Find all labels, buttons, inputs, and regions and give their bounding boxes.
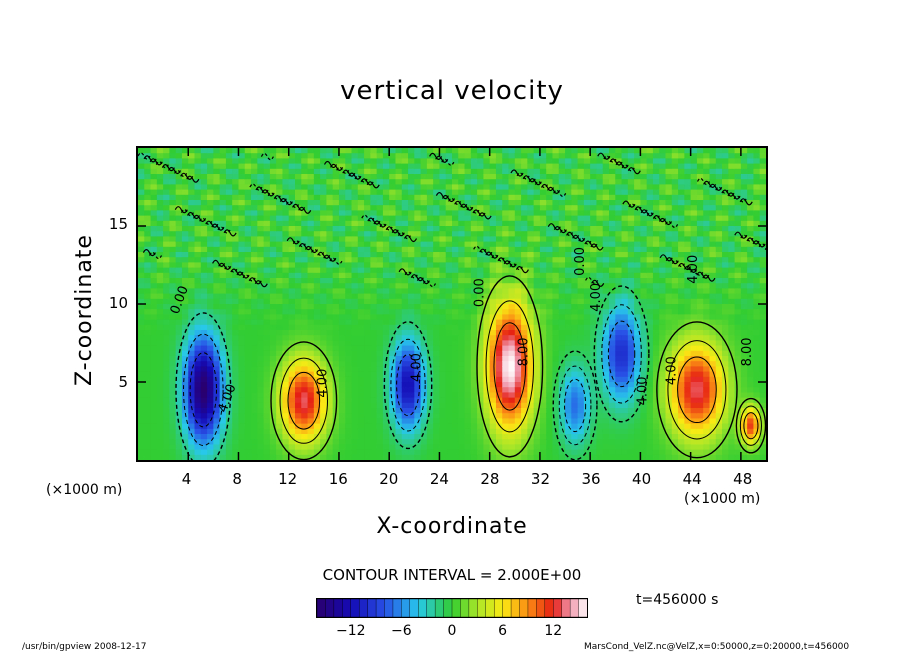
colorbar-tick-label: −12	[335, 623, 366, 639]
colorbar-tick-label: 12	[544, 623, 563, 639]
colorbar-swatch	[578, 599, 587, 617]
contour-line	[656, 321, 738, 459]
x-unit-label-right: (×1000 m)	[684, 491, 761, 507]
time-label: t=456000 s	[636, 592, 719, 608]
colorbar-swatch	[536, 599, 546, 617]
colorbar-swatch	[358, 599, 369, 617]
x-tick-label: 8	[232, 470, 242, 488]
x-tick-label: 12	[278, 470, 298, 488]
contour-line	[493, 322, 527, 411]
footer-command: /usr/bin/gpview 2008-12-17	[22, 642, 147, 652]
x-tick-label: 16	[328, 470, 348, 488]
contour-label: 4.00	[315, 369, 330, 398]
contour-line	[270, 341, 338, 460]
contour-line	[667, 340, 727, 440]
colorbar-swatch	[375, 599, 386, 617]
colorbar-swatch	[477, 599, 487, 617]
contour-line	[677, 356, 717, 424]
x-tick-label: 36	[581, 470, 601, 488]
contour-label: 4.00	[665, 356, 680, 385]
colorbar-swatch	[325, 599, 335, 617]
footer-source: MarsCond_VelZ.nc@VelZ,x=0:50000,z=0:2000…	[584, 642, 850, 652]
colorbar-swatch	[317, 599, 327, 617]
colorbar-swatch	[392, 599, 402, 617]
contour-label: 4.00	[410, 353, 425, 382]
contour-label: 4.00	[589, 283, 604, 312]
colorbar-tick-label: 0	[447, 623, 457, 639]
colorbar-tick-label: 6	[498, 623, 508, 639]
contour-line	[476, 275, 544, 458]
x-tick-label: 28	[480, 470, 500, 488]
colorbar-swatch	[468, 599, 478, 617]
contour-label: 0.00	[472, 278, 487, 307]
colorbar-swatch	[553, 599, 563, 617]
x-tick-label: 40	[632, 470, 652, 488]
colorbar-tick-label: −6	[391, 623, 412, 639]
contour-label: 4.00	[636, 376, 651, 405]
colorbar-swatch	[342, 599, 352, 617]
plot-area: 0.00 4.00 4.00 4.00 0.00 8.00 0.00 4.00 4.00 4.00…	[136, 146, 768, 462]
colorbar-swatch	[443, 599, 453, 617]
x-tick-label: 20	[379, 470, 399, 488]
colorbar-swatch	[401, 599, 411, 617]
colorbar-swatch	[367, 599, 377, 617]
contour-line	[396, 354, 420, 417]
y-tick-label: 5	[118, 373, 128, 391]
colorbar-swatch	[544, 599, 554, 617]
contour-line	[287, 371, 321, 430]
x-unit-label-left: (×1000 m)	[46, 482, 123, 498]
chart-title: vertical velocity	[340, 76, 564, 106]
contour-line	[552, 350, 598, 460]
contour-interval-text: CONTOUR INTERVAL = 2.000E+00	[322, 566, 582, 584]
colorbar-swatch	[426, 599, 436, 617]
colorbar-swatch	[451, 599, 462, 617]
contour-line	[485, 300, 535, 433]
y-tick-label: 10	[108, 294, 128, 312]
contour-line	[735, 397, 766, 454]
contour-line	[743, 412, 759, 440]
colorbar-swatch	[384, 599, 394, 617]
contour-line	[607, 320, 636, 388]
contour-label: 8.00	[516, 337, 531, 366]
y-tick-label: 15	[108, 215, 128, 233]
contour-line	[558, 365, 592, 446]
colorbar-swatch	[527, 599, 537, 617]
colorbar-swatch	[333, 599, 343, 617]
x-tick-label: 32	[530, 470, 551, 488]
colorbar-swatch	[409, 599, 419, 617]
colorbar-swatch	[519, 599, 529, 617]
x-tick-label: 48	[733, 470, 753, 488]
colorbar-swatch	[418, 599, 428, 617]
upper-contours	[138, 152, 766, 288]
contour-line	[175, 312, 232, 460]
x-tick-label: 44	[682, 470, 702, 488]
x-axis-label: X-coordinate	[376, 514, 528, 539]
contour-label: 8.00	[740, 337, 755, 366]
colorbar-swatch	[485, 599, 495, 617]
colorbar-swatch	[561, 599, 571, 617]
x-tick-label: 4	[181, 470, 192, 488]
colorbar-swatch	[434, 599, 445, 617]
colorbar-swatch	[502, 599, 512, 617]
contour-line	[564, 378, 587, 433]
contour-line	[279, 357, 329, 444]
contour-line	[739, 405, 762, 446]
colorbar-swatch	[569, 599, 580, 617]
x-tick-label: 24	[429, 470, 449, 488]
colorbar-swatch	[460, 599, 470, 617]
contour-label: 4.00	[686, 255, 701, 284]
contour-line	[390, 338, 426, 432]
colorbar-swatch	[350, 599, 360, 617]
colorbar-swatch	[510, 599, 521, 617]
contour-line	[383, 321, 433, 450]
y-axis-label: Z-coordinate	[72, 234, 97, 386]
colorbar	[316, 598, 588, 618]
contour-line	[601, 304, 642, 404]
colorbar-swatch	[493, 599, 504, 617]
contour-label: 0.00	[573, 247, 588, 276]
